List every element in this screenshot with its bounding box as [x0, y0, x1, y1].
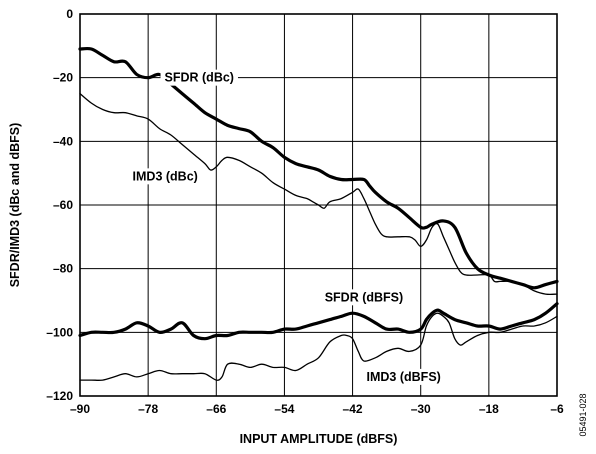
y-tick-label: –120	[46, 389, 73, 403]
series-line-sfdr-dbc	[78, 46, 559, 290]
x-tick-label: –18	[479, 402, 499, 416]
series-label-imd3-dbc: IMD3 (dBc)	[133, 169, 198, 183]
plot-lines	[78, 46, 559, 381]
y-tick-label: –60	[53, 198, 73, 212]
x-tick-label: –30	[411, 402, 431, 416]
series-line-imd3-dbc	[79, 92, 558, 296]
y-axis-title: SFDR/IMD3 (dBc and dBFS)	[8, 123, 22, 288]
series-label-background	[160, 69, 238, 86]
series-label-background	[320, 289, 408, 306]
tick-labels: –90 –78 –66 –54 –42 –30 –18 –60–20–40–60–80–100…	[46, 7, 564, 416]
x-tick-label: –78	[138, 402, 158, 416]
x-tick-label: –6	[550, 402, 564, 416]
series-line-sfdr-dbfs	[78, 302, 559, 341]
x-tick-label: –42	[343, 402, 363, 416]
plot-frame	[79, 13, 558, 397]
series-label-sfdr-dbc: SFDR (dBc)	[165, 71, 234, 85]
x-tick-label: –66	[206, 402, 226, 416]
series-label-background	[362, 368, 445, 385]
series-label-background	[128, 168, 202, 185]
x-tick-label: –54	[274, 402, 294, 416]
annotations: SFDR (dBc) IMD3 (dBc) SFDR (dBFS) IMD3 (dBF…	[128, 69, 445, 385]
x-tick-label: –90	[70, 402, 90, 416]
y-tick-label: –100	[46, 325, 73, 339]
x-axis-title: INPUT AMPLITUDE (dBFS)	[240, 432, 398, 446]
y-tick-label: –20	[53, 71, 73, 85]
y-tick-label: –40	[53, 134, 73, 148]
series-line-imd3-dbfs	[79, 312, 558, 381]
figure-id: 05491-028	[578, 393, 588, 436]
y-tick-label: 0	[66, 7, 73, 21]
y-tick-label: –80	[53, 262, 73, 276]
series-label-sfdr-dbfs: SFDR (dBFS)	[325, 290, 403, 304]
series-label-imd3-dbfs: IMD3 (dBFS)	[367, 370, 441, 384]
